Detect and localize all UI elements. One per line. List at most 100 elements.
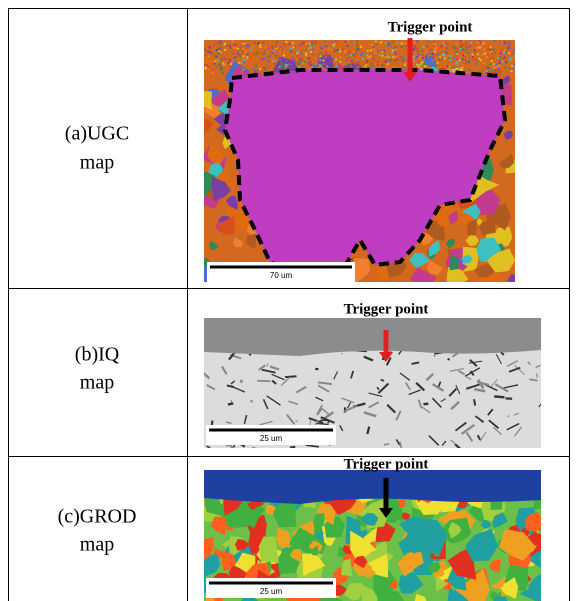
noise	[486, 70, 488, 72]
noise	[205, 67, 207, 69]
noise	[392, 56, 394, 58]
surface	[204, 318, 541, 356]
noise	[432, 53, 434, 55]
noise	[439, 56, 441, 58]
noise	[491, 50, 493, 52]
noise	[205, 54, 207, 56]
noise	[415, 57, 417, 59]
noise	[221, 52, 223, 54]
noise	[395, 46, 397, 48]
noise	[331, 42, 333, 44]
noise	[358, 41, 360, 43]
noise	[358, 49, 360, 51]
noise	[468, 61, 470, 63]
noise	[509, 60, 511, 62]
noise	[302, 42, 304, 44]
noise	[305, 49, 307, 51]
noise	[505, 67, 507, 69]
noise	[441, 45, 443, 47]
noise	[431, 59, 433, 61]
noise	[404, 45, 406, 47]
noise	[404, 62, 406, 64]
noise	[391, 52, 393, 54]
noise	[281, 63, 283, 65]
noise	[327, 43, 329, 45]
noise	[477, 53, 479, 55]
noise	[459, 66, 461, 68]
noise	[392, 49, 394, 51]
noise	[469, 45, 471, 47]
noise	[497, 57, 499, 59]
noise	[370, 50, 372, 52]
noise	[511, 68, 513, 70]
noise	[347, 45, 349, 47]
noise	[329, 54, 331, 56]
row-label: map	[80, 534, 114, 556]
noise	[511, 70, 513, 72]
noise	[292, 42, 294, 44]
noise	[422, 54, 424, 56]
noise	[484, 53, 486, 55]
noise	[492, 49, 494, 51]
noise	[296, 62, 298, 64]
noise	[436, 60, 438, 62]
noise	[245, 57, 247, 59]
noise	[214, 54, 216, 56]
noise	[325, 40, 327, 42]
noise	[476, 69, 478, 71]
noise	[496, 66, 498, 68]
noise	[234, 61, 236, 63]
noise	[240, 68, 242, 70]
noise	[204, 64, 206, 66]
noise	[215, 60, 217, 62]
noise	[212, 72, 214, 74]
noise	[310, 64, 312, 66]
noise	[265, 69, 267, 71]
noise	[462, 48, 464, 50]
noise	[291, 57, 293, 59]
noise	[496, 63, 498, 65]
noise	[336, 65, 338, 67]
noise	[357, 66, 359, 68]
noise	[244, 42, 246, 44]
noise	[387, 59, 389, 61]
noise	[317, 47, 319, 49]
noise	[356, 44, 358, 46]
noise	[336, 43, 338, 45]
row-label: map	[80, 152, 114, 174]
noise	[276, 42, 278, 44]
noise	[430, 47, 432, 49]
noise	[426, 54, 428, 56]
noise	[220, 69, 222, 71]
noise	[344, 50, 346, 52]
ugc-map-image	[193, 40, 521, 290]
noise	[400, 56, 402, 58]
noise	[508, 68, 510, 70]
noise	[437, 62, 439, 64]
figure-table: (a)UGC map (b)IQ map (c)GROD map Trigger…	[0, 0, 579, 601]
noise	[214, 52, 216, 54]
noise	[298, 51, 300, 53]
noise	[311, 43, 313, 45]
noise	[266, 59, 268, 61]
noise	[373, 48, 375, 50]
noise	[328, 47, 330, 49]
noise	[370, 55, 372, 57]
noise	[514, 49, 516, 51]
noise	[387, 63, 389, 65]
noise	[395, 49, 397, 51]
noise	[304, 42, 306, 44]
noise	[466, 56, 468, 58]
noise	[284, 45, 286, 47]
noise	[501, 41, 503, 43]
noise	[220, 42, 222, 44]
noise	[245, 45, 247, 47]
noise	[232, 68, 234, 70]
noise	[275, 54, 277, 56]
noise	[445, 52, 447, 54]
noise	[434, 51, 436, 53]
noise	[367, 57, 369, 59]
noise	[470, 42, 472, 44]
noise	[382, 63, 384, 65]
noise	[272, 45, 274, 47]
